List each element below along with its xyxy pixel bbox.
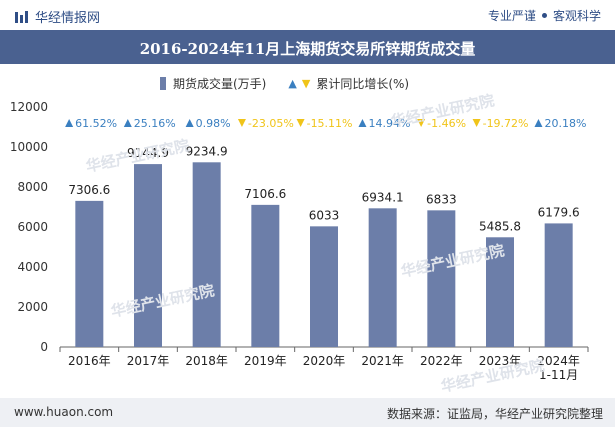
growth-label: -19.72% xyxy=(483,117,529,130)
bar xyxy=(134,164,162,347)
growth-label: -23.05% xyxy=(248,117,294,130)
growth-up-triangle-icon xyxy=(358,119,367,127)
growth-up-triangle-icon xyxy=(123,119,132,127)
y-tick-label: 6000 xyxy=(17,220,48,234)
growth-label: 20.18% xyxy=(544,117,586,130)
separator-dot-icon xyxy=(541,13,547,18)
bar-value-label: 7306.6 xyxy=(68,183,110,197)
title-bar: 2016-2024年11月上海期货交易所锌期货成交量 xyxy=(0,30,615,64)
bar xyxy=(192,162,221,347)
legend-bar-swatch-icon xyxy=(160,77,166,90)
bar-value-label: 6179.6 xyxy=(538,205,580,219)
footer-url: www.huaon.com xyxy=(14,405,114,419)
x-tick-label: 2022年 xyxy=(420,354,463,368)
footer-source: 数据来源：证监局，华经产业研究院整理 xyxy=(386,407,603,421)
brand-name: 华经情报网 xyxy=(35,11,101,26)
y-tick-label: 2000 xyxy=(17,300,48,314)
brand: 华经情报网 xyxy=(14,7,100,26)
y-tick-label: 12000 xyxy=(10,100,48,114)
chart-title: 2016-2024年11月上海期货交易所锌期货成交量 xyxy=(139,40,476,58)
top-bar: 华经情报网 专业严谨 客观科学 xyxy=(0,0,615,30)
x-tick-label: 2017年 xyxy=(127,354,170,368)
bar-value-label: 9144.9 xyxy=(127,146,169,160)
bar xyxy=(368,208,397,347)
x-tick-label: 2019年 xyxy=(244,354,287,368)
x-tick-label: 1-11月 xyxy=(539,368,578,382)
growth-down-triangle-icon xyxy=(472,119,481,127)
x-tick-label: 2020年 xyxy=(303,354,346,368)
chart-legend: 期货成交量(万手) ▲ ▼ 累计同比增长(%) xyxy=(160,75,409,92)
bar xyxy=(544,223,573,347)
x-tick-label: 2016年 xyxy=(68,354,111,368)
bar-value-label: 5485.8 xyxy=(479,219,521,233)
y-tick-label: 8000 xyxy=(17,180,48,194)
tagline-right: 客观科学 xyxy=(552,9,601,23)
bar xyxy=(251,204,280,347)
bar xyxy=(486,237,514,347)
growth-down-triangle-icon xyxy=(296,119,305,127)
legend-down-triangle-icon: ▼ xyxy=(301,77,311,90)
growth-up-triangle-icon xyxy=(185,119,194,127)
bar-chart: 0 2000 4000 6000 8000 10000 12000 7306.6 2016年 61… xyxy=(10,100,589,382)
legend-up-triangle-icon: ▲ xyxy=(288,77,297,90)
bar xyxy=(310,226,338,347)
x-tick-label: 2021年 xyxy=(361,354,404,368)
growth-up-triangle-icon xyxy=(534,119,543,127)
growth-label: 14.94% xyxy=(368,117,410,130)
y-tick-label: 4000 xyxy=(17,260,48,274)
bar-value-label: 6033 xyxy=(309,208,340,222)
legend-series-2: 累计同比增长(%) xyxy=(316,77,410,91)
y-tick-label: 0 xyxy=(40,340,48,354)
growth-label: 0.98% xyxy=(196,117,231,130)
bar xyxy=(427,210,456,347)
tagline-left: 专业严谨 xyxy=(487,9,536,23)
growth-up-triangle-icon xyxy=(65,119,74,127)
tagline: 专业严谨 客观科学 xyxy=(488,7,601,24)
growth-label: -15.11% xyxy=(307,117,353,130)
x-tick-label: 2023年 xyxy=(479,354,522,368)
bar-value-label: 9234.9 xyxy=(186,144,228,158)
footer: www.huaon.com 数据来源：证监局，华经产业研究院整理 xyxy=(0,398,615,427)
bar-value-label: 7106.6 xyxy=(244,187,286,201)
x-tick-label: 2024年 xyxy=(537,354,580,368)
bar xyxy=(75,200,104,347)
growth-label: 61.52% xyxy=(75,117,117,130)
legend-series-1: 期货成交量(万手) xyxy=(173,77,267,91)
growth-down-triangle-icon xyxy=(237,119,246,127)
bar-value-label: 6934.1 xyxy=(362,190,404,204)
growth-label: 25.16% xyxy=(134,117,176,130)
x-tick-label: 2018年 xyxy=(185,354,228,368)
brand-logo-icon xyxy=(15,10,28,23)
growth-down-triangle-icon xyxy=(417,119,426,127)
growth-label: -1.46% xyxy=(427,117,466,130)
y-tick-label: 10000 xyxy=(10,140,48,154)
bar-value-label: 6833 xyxy=(426,192,457,206)
